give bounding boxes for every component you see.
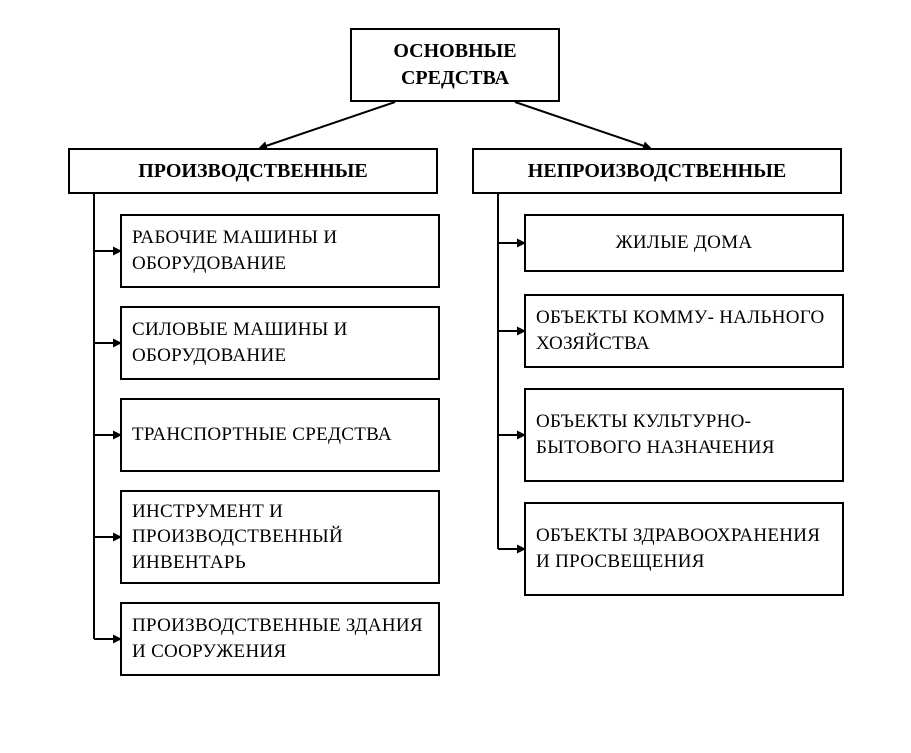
right-item: ЖИЛЫЕ ДОМА — [524, 214, 844, 272]
right-item-label: ОБЪЕКТЫ КОММУ- НАЛЬНОГО ХОЗЯЙСТВА — [536, 305, 832, 356]
category-left: ПРОИЗВОДСТВЕННЫЕ — [68, 148, 438, 194]
category-right-label: НЕПРОИЗВОДСТВЕННЫЕ — [528, 158, 786, 185]
left-item-label: РАБОЧИЕ МАШИНЫ И ОБОРУДОВАНИЕ — [132, 225, 428, 276]
root-node: ОСНОВНЫЕ СРЕДСТВА — [350, 28, 560, 102]
right-item-label: ОБЪЕКТЫ КУЛЬТУРНО- БЫТОВОГО НАЗНАЧЕНИЯ — [536, 409, 832, 460]
left-item-label: ТРАНСПОРТНЫЕ СРЕДСТВА — [132, 422, 392, 448]
left-item: ТРАНСПОРТНЫЕ СРЕДСТВА — [120, 398, 440, 472]
right-item: ОБЪЕКТЫ КОММУ- НАЛЬНОГО ХОЗЯЙСТВА — [524, 294, 844, 368]
right-item: ОБЪЕКТЫ КУЛЬТУРНО- БЫТОВОГО НАЗНАЧЕНИЯ — [524, 388, 844, 482]
left-item-label: ИНСТРУМЕНТ И ПРОИЗВОДСТВЕННЫЙ ИНВЕНТАРЬ — [132, 499, 428, 576]
right-item-label: ОБЪЕКТЫ ЗДРАВООХРАНЕНИЯ И ПРОСВЕЩЕНИЯ — [536, 523, 832, 574]
category-left-label: ПРОИЗВОДСТВЕННЫЕ — [138, 158, 368, 185]
left-item: ПРОИЗВОДСТВЕННЫЕ ЗДАНИЯ И СООРУЖЕНИЯ — [120, 602, 440, 676]
root-label: ОСНОВНЫЕ СРЕДСТВА — [362, 38, 548, 92]
left-item: СИЛОВЫЕ МАШИНЫ И ОБОРУДОВАНИЕ — [120, 306, 440, 380]
left-item: ИНСТРУМЕНТ И ПРОИЗВОДСТВЕННЫЙ ИНВЕНТАРЬ — [120, 490, 440, 584]
left-item: РАБОЧИЕ МАШИНЫ И ОБОРУДОВАНИЕ — [120, 214, 440, 288]
left-item-label: ПРОИЗВОДСТВЕННЫЕ ЗДАНИЯ И СООРУЖЕНИЯ — [132, 613, 428, 664]
category-right: НЕПРОИЗВОДСТВЕННЫЕ — [472, 148, 842, 194]
right-item-label: ЖИЛЫЕ ДОМА — [616, 230, 753, 256]
right-item: ОБЪЕКТЫ ЗДРАВООХРАНЕНИЯ И ПРОСВЕЩЕНИЯ — [524, 502, 844, 596]
left-item-label: СИЛОВЫЕ МАШИНЫ И ОБОРУДОВАНИЕ — [132, 317, 428, 368]
